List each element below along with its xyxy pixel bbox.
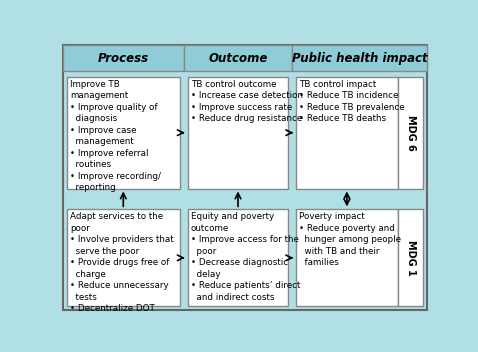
Text: MDG 6: MDG 6 [406,115,416,151]
Text: Equity and poverty
outcome
• Improve access for the
  poor
• Decrease diagnostic: Equity and poverty outcome • Improve acc… [191,212,300,302]
Text: TB control impact
• Reduce TB incidence
• Reduce TB prevalence
• Reduce TB death: TB control impact • Reduce TB incidence … [299,80,405,123]
Bar [63,45,184,71]
Bar [296,209,398,306]
Text: Improve TB
management
• Improve quality of
  diagnosis
• Improve case
  manageme: Improve TB management • Improve quality … [70,80,161,192]
Bar [399,209,423,306]
Text: Process: Process [98,52,149,65]
Bar [184,45,292,71]
Bar [292,45,427,71]
Bar [67,77,180,189]
Text: Adapt services to the
poor
• Involve providers that
  serve the poor
• Provide d: Adapt services to the poor • Involve pro… [70,212,174,313]
Bar [67,209,180,306]
Bar [296,77,398,189]
Text: TB control outcome
• Increase case detection
• Improve success rate
• Reduce dru: TB control outcome • Increase case detec… [191,80,303,123]
Text: MDG 1: MDG 1 [406,240,416,276]
Bar [188,209,288,306]
Text: Public health impact: Public health impact [292,52,427,65]
Text: Poverty impact
• Reduce poverty and
  hunger among people
  with TB and their
  : Poverty impact • Reduce poverty and hung… [299,212,401,267]
Bar [188,77,288,189]
Bar [399,77,423,189]
Text: Outcome: Outcome [208,52,268,65]
